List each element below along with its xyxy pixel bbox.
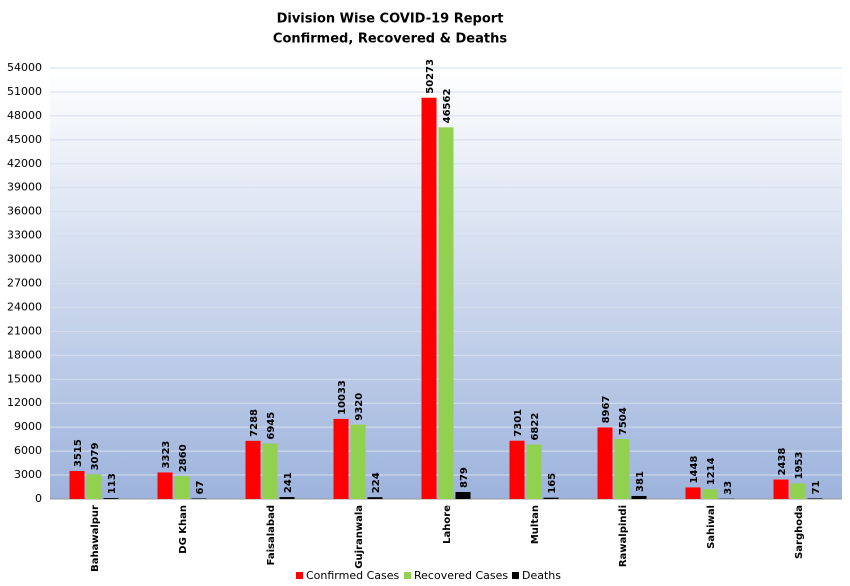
bar [421, 97, 437, 499]
y-tick-label: 39000 [7, 181, 42, 194]
bar [191, 498, 207, 499]
x-tick-label: Lahore [442, 505, 453, 544]
y-tick-label: 6000 [14, 444, 42, 457]
y-tick-label: 33000 [7, 229, 42, 242]
bar [526, 444, 542, 499]
value-label: 165 [547, 473, 558, 494]
y-tick-label: 12000 [7, 396, 42, 409]
x-tick-label: Faisalabad [266, 505, 277, 565]
bar [157, 472, 173, 499]
bar [438, 127, 454, 499]
y-tick-label: 21000 [7, 324, 42, 337]
value-label: 3323 [161, 441, 172, 469]
value-label: 224 [371, 472, 382, 493]
x-tick-label: Sahiwal [706, 505, 717, 549]
value-label: 33 [723, 481, 734, 495]
value-label: 50273 [425, 59, 436, 94]
bar [543, 497, 559, 499]
x-tick-label: Gujranwala [354, 505, 365, 569]
value-label: 7288 [249, 409, 260, 437]
x-tick-label: Sarghoda [794, 505, 805, 559]
bar [103, 498, 119, 499]
value-label: 9320 [354, 393, 365, 421]
bar [614, 439, 630, 499]
legend-swatch [296, 572, 303, 579]
legend-swatch [512, 572, 519, 579]
legend-label: Confirmed Cases [306, 569, 400, 582]
legend-swatch [404, 572, 411, 579]
value-label: 7504 [618, 407, 629, 435]
bar [631, 495, 647, 499]
bar [86, 474, 102, 499]
value-label: 8967 [601, 396, 612, 424]
y-tick-label: 51000 [7, 85, 42, 98]
value-label: 1448 [689, 456, 700, 484]
x-tick-label: DG Khan [178, 505, 189, 554]
value-label: 2438 [777, 448, 788, 476]
bar [350, 424, 366, 499]
value-label: 7301 [513, 409, 524, 437]
y-tick-label: 24000 [7, 300, 42, 313]
value-label: 2860 [178, 444, 189, 472]
value-label: 10033 [337, 380, 348, 415]
y-tick-label: 48000 [7, 109, 42, 122]
y-tick-label: 36000 [7, 205, 42, 218]
chart-subtitle: Confirmed, Recovered & Deaths [273, 32, 507, 47]
bar [773, 479, 789, 499]
value-label: 71 [811, 480, 822, 494]
value-label: 1214 [706, 457, 717, 485]
y-tick-label: 42000 [7, 157, 42, 170]
value-label: 381 [635, 471, 646, 492]
value-label: 46562 [442, 89, 453, 124]
bar [174, 476, 190, 499]
bar [455, 491, 471, 499]
value-label: 879 [459, 467, 470, 488]
value-label: 3079 [90, 443, 101, 471]
y-tick-label: 30000 [7, 253, 42, 266]
bar [367, 497, 383, 499]
y-tick-label: 9000 [14, 420, 42, 433]
x-tick-label: Rawalpindi [618, 505, 629, 567]
bar [245, 440, 261, 499]
bar [333, 418, 349, 499]
bar [509, 440, 525, 499]
value-label: 67 [195, 481, 206, 495]
bar [69, 470, 85, 499]
x-tick-label: Multan [530, 505, 541, 544]
value-label: 113 [107, 473, 118, 494]
x-tick-label: Bahawalpur [90, 505, 101, 572]
y-tick-label: 15000 [7, 372, 42, 385]
y-tick-label: 0 [35, 492, 42, 505]
y-tick-label: 27000 [7, 277, 42, 290]
bar [597, 427, 613, 499]
value-label: 6945 [266, 412, 277, 440]
y-tick-label: 54000 [7, 61, 42, 74]
y-tick-label: 3000 [14, 468, 42, 481]
chart-title: Division Wise COVID-19 Report [277, 12, 504, 27]
value-label: 6822 [530, 413, 541, 441]
y-tick-label: 18000 [7, 348, 42, 361]
bar [807, 498, 823, 499]
bar [685, 487, 701, 499]
legend-label: Deaths [522, 569, 561, 582]
bar [790, 483, 806, 499]
bar [702, 489, 718, 499]
legend-label: Recovered Cases [414, 569, 508, 582]
bar [262, 443, 278, 499]
value-label: 241 [283, 472, 294, 493]
value-label: 1953 [794, 452, 805, 480]
value-label: 3515 [73, 439, 84, 467]
y-tick-label: 45000 [7, 133, 42, 146]
bar [279, 497, 295, 499]
